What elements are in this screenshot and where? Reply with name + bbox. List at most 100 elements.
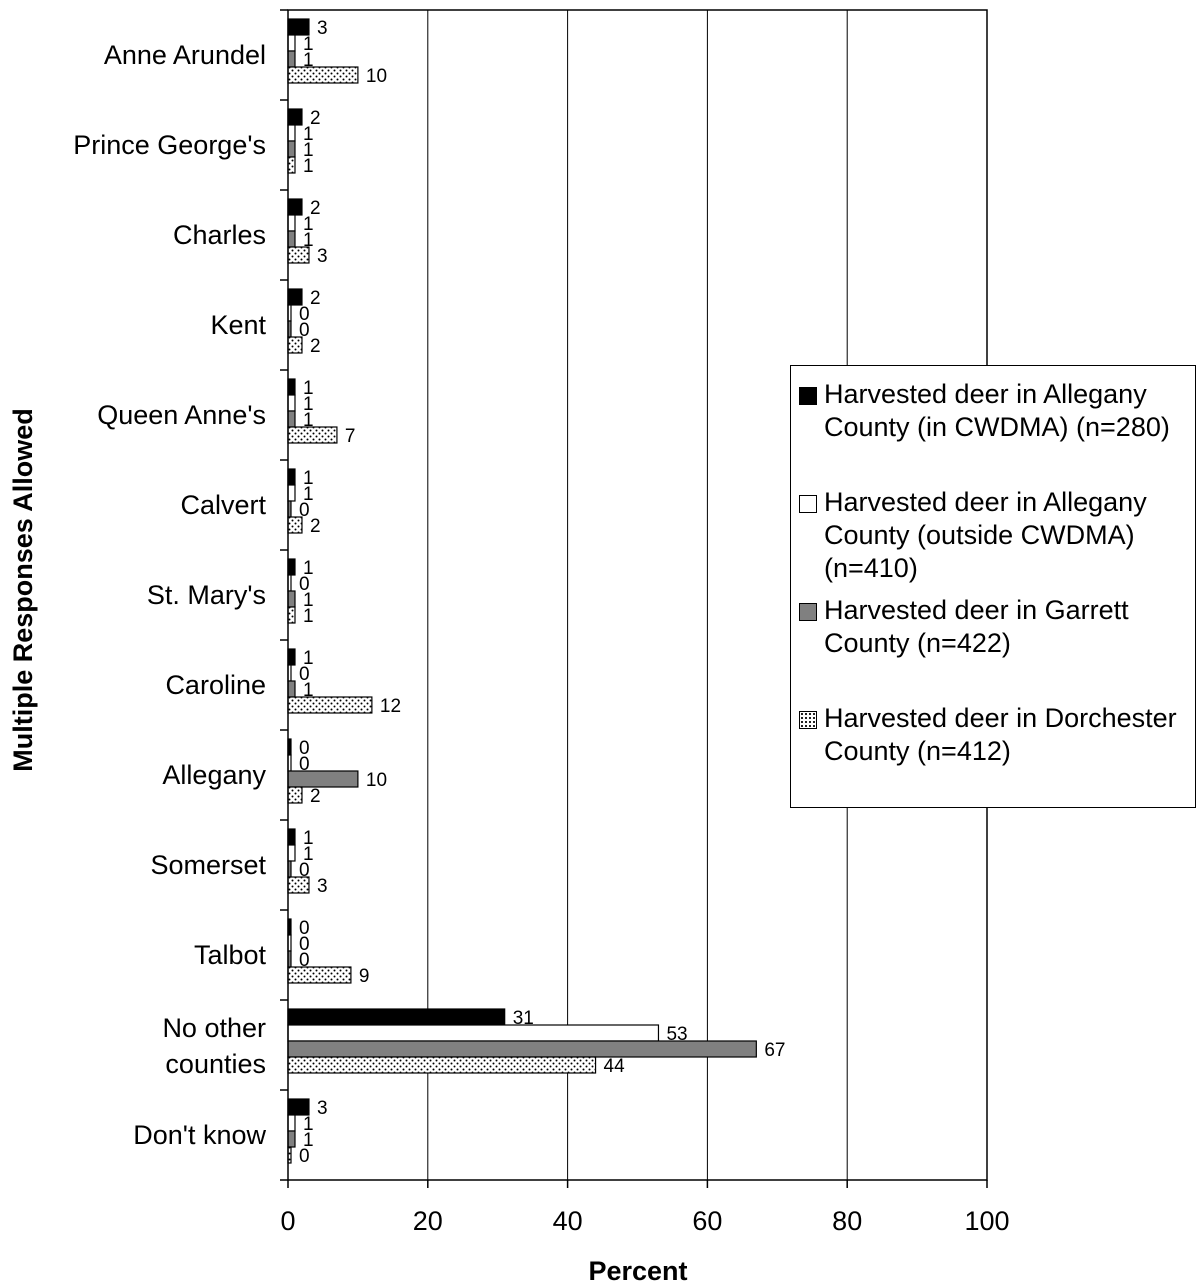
data-label: 2 — [310, 108, 321, 129]
category-label: Calvert — [180, 490, 266, 520]
bar — [287, 680, 296, 698]
bar — [287, 66, 359, 84]
data-label: 3 — [317, 876, 328, 897]
y-axis-title: Multiple Responses Allowed — [8, 408, 38, 772]
data-label: 0 — [299, 1146, 310, 1167]
data-label: 1 — [303, 558, 314, 579]
category-label: Prince George's — [73, 130, 266, 160]
bar — [287, 1024, 660, 1042]
category-label: Caroline — [165, 670, 266, 700]
category-label: Queen Anne's — [97, 400, 266, 430]
x-tick-label: 80 — [832, 1206, 862, 1236]
bar — [287, 966, 352, 984]
legend-swatch — [799, 603, 817, 621]
data-label: 0 — [299, 738, 310, 759]
bar — [287, 230, 296, 248]
data-label: 2 — [310, 786, 321, 807]
legend-swatch — [799, 387, 817, 405]
data-label: 0 — [299, 860, 310, 881]
data-label: 1 — [303, 34, 314, 55]
data-label: 12 — [380, 696, 401, 717]
data-label: 2 — [310, 288, 321, 309]
bar — [287, 1056, 597, 1074]
data-label: 2 — [310, 198, 321, 219]
data-label: 1 — [303, 410, 314, 431]
data-label: 3 — [317, 1098, 328, 1119]
bar — [287, 140, 296, 158]
legend-item: Harvested deer in Garrett County (n=422) — [799, 594, 1191, 660]
data-label: 0 — [299, 320, 310, 341]
legend-label: Harvested deer in Garrett County (n=422) — [824, 595, 1129, 658]
data-label: 10 — [366, 770, 387, 791]
x-tick-label: 40 — [553, 1206, 583, 1236]
legend-item: Harvested deer in Allegany County (outsi… — [799, 486, 1191, 585]
bar — [287, 606, 296, 624]
category-label: Don't know — [133, 1120, 266, 1150]
data-label: 0 — [299, 950, 310, 971]
data-label: 1 — [303, 844, 314, 865]
bar — [287, 1130, 296, 1148]
data-label: 53 — [666, 1024, 687, 1045]
data-label: 1 — [303, 394, 314, 415]
data-label: 1 — [303, 680, 314, 701]
data-label: 44 — [604, 1056, 626, 1077]
data-label: 1 — [303, 590, 314, 611]
data-label: 1 — [303, 156, 314, 177]
data-label: 1 — [303, 50, 314, 71]
bar — [287, 378, 296, 396]
bar — [287, 590, 296, 608]
data-label: 0 — [299, 304, 310, 325]
bar — [287, 410, 296, 428]
category-label: Talbot — [194, 940, 267, 970]
bars — [287, 18, 757, 1164]
category-label: Allegany — [162, 760, 266, 790]
data-label: 1 — [303, 1130, 314, 1151]
data-label: 1 — [303, 648, 314, 669]
category-label: No other counties — [162, 1013, 266, 1079]
data-label: 67 — [764, 1040, 785, 1061]
data-label: 10 — [366, 66, 387, 87]
bar — [287, 124, 296, 142]
x-axis-title: Percent — [588, 1256, 687, 1282]
bar — [287, 648, 296, 666]
bar — [287, 696, 373, 714]
x-tick-label: 60 — [692, 1206, 722, 1236]
data-label: 0 — [299, 574, 310, 595]
legend-label: Harvested deer in Dorchester County (n=4… — [824, 703, 1177, 766]
bar — [287, 394, 296, 412]
data-label: 1 — [303, 484, 314, 505]
data-label: 0 — [299, 934, 310, 955]
bar — [287, 786, 303, 804]
legend-label: Harvested deer in Allegany County (in CW… — [824, 379, 1170, 442]
bar — [287, 18, 310, 36]
data-label: 0 — [299, 754, 310, 775]
data-label: 9 — [359, 966, 370, 987]
category-label: Somerset — [150, 850, 266, 880]
data-label: 7 — [345, 426, 356, 447]
data-label: 2 — [310, 336, 321, 357]
data-label: 1 — [303, 140, 314, 161]
legend-swatch — [799, 711, 817, 729]
data-label: 1 — [303, 124, 314, 145]
bar — [287, 214, 296, 232]
x-tick-label: 20 — [413, 1206, 443, 1236]
legend-item: Harvested deer in Allegany County (in CW… — [799, 378, 1191, 444]
bar — [287, 198, 303, 216]
bar — [287, 156, 296, 174]
bar — [287, 1008, 506, 1026]
x-tick-label: 100 — [964, 1206, 1009, 1236]
data-label: 1 — [303, 230, 314, 251]
bar — [287, 828, 296, 846]
data-label: 1 — [303, 1114, 314, 1135]
data-label: 1 — [303, 828, 314, 849]
bar — [287, 484, 296, 502]
data-label: 0 — [299, 664, 310, 685]
data-label: 1 — [303, 606, 314, 627]
category-label: Anne Arundel — [104, 40, 266, 70]
bar — [287, 558, 296, 576]
legend-item: Harvested deer in Dorchester County (n=4… — [799, 702, 1191, 768]
bar — [287, 468, 296, 486]
data-label: 1 — [303, 378, 314, 399]
data-label: 1 — [303, 214, 314, 235]
